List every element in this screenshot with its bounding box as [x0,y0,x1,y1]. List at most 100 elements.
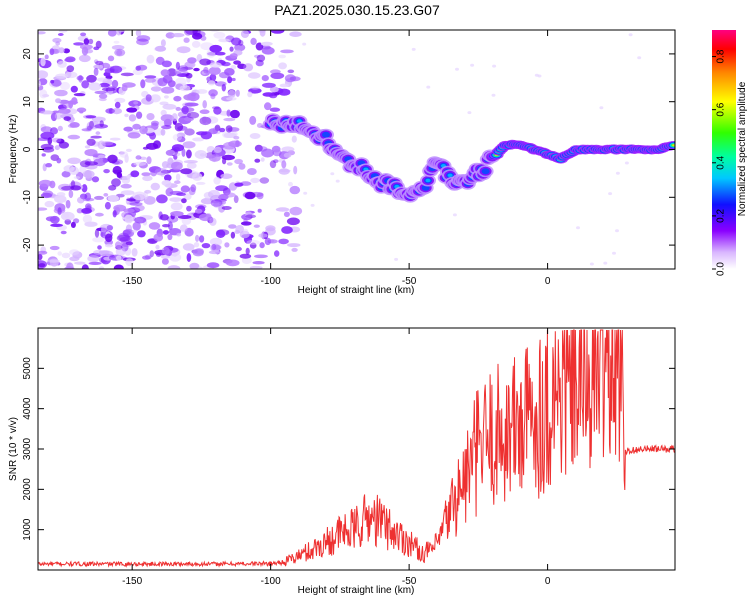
spectrogram-noise-blob [98,266,105,269]
spectrogram-x-axis-label: Height of straight line (km) [298,285,415,296]
spectrogram-noise-blob [199,116,212,126]
spectrogram-noise-blob [209,237,223,246]
spectrogram-noise-blob [224,242,230,248]
spectrogram-noise-blob [167,265,181,269]
spectrogram-noise-blob [82,214,93,224]
spectrogram-y-tick-label: -10 [22,190,33,205]
spectrogram-noise-blob [163,95,169,99]
spectrogram-noise-blob [41,153,46,157]
spectrogram-noise-blob [66,262,74,269]
snr-y-tick-label: 1000 [22,518,33,541]
spectrogram-noise-blob [172,152,181,157]
spectrogram-noise-blob [250,37,257,46]
colorbar-tick-label: 0.0 [716,262,727,276]
spectrogram-speck [335,179,340,183]
spectrogram-noise-blob [118,151,125,155]
spectrogram-noise-blob [92,237,105,243]
spectrogram-noise-blob [77,196,85,204]
spectrogram-noise-blob [171,113,178,122]
spectrogram-speck [637,56,642,60]
spectrogram-noise-blob [120,190,135,196]
spectrogram-noise-blob [211,243,217,251]
spectrogram-noise-blob [283,211,290,217]
spectrogram-noise-blob [170,211,184,217]
spectrogram-noise-blob [69,249,80,256]
spectrogram-noise-blob [114,101,121,109]
spectrogram-noise-blob [234,43,246,52]
spectrogram-noise-blob [98,82,110,88]
spectrogram-noise-blob [225,259,240,267]
spectrogram-noise-blob [107,195,120,202]
spectrogram-noise-blob [154,45,167,52]
spectrogram-noise-blob [215,185,229,192]
spectrogram-noise-blob [192,32,203,40]
spectrogram-noise-blob [55,98,62,104]
snr-x-tick-label: -150 [122,576,142,587]
spectrogram-noise-blob [163,181,172,188]
spectrogram-noise-blob [257,208,262,213]
spectrogram-noise-blob [131,248,138,257]
spectrogram-noise-blob [246,239,260,245]
spectrogram-noise-blob [207,80,216,86]
spectrogram-noise-blob [289,206,303,216]
spectrogram-noise-blob [183,37,190,43]
spectrogram-noise-blob [51,79,62,87]
spectrogram-noise-blob [83,38,90,46]
spectrogram-noise-blob [137,230,146,238]
spectrogram-noise-blob [129,202,143,206]
spectrogram-noise-blob [221,154,235,161]
spectrogram-speck [452,213,457,217]
spectrogram-noise-blob [249,242,257,249]
spectrogram-noise-blob [54,112,62,120]
spectrogram-noise-blob [269,86,279,93]
spectrogram-noise-blob [235,89,240,97]
spectrogram-noise-blob [54,89,68,97]
spectrogram-noise-blob [81,184,88,193]
spectrogram-noise-blob [269,107,281,112]
snr-y-tick-label: 3000 [22,437,33,460]
snr-x-tick-label: -50 [402,576,417,587]
spectrogram-speck [615,171,620,175]
spectrogram-noise-blob [132,229,138,233]
spectrogram-noise-blob [171,33,185,38]
spectrogram-noise-blob [224,68,235,76]
spectrogram-x-tick-label: -150 [122,276,142,287]
spectrogram-noise-blob [61,170,71,178]
spectrogram-noise-blob [176,192,186,196]
spectrogram-noise-blob [199,58,211,66]
spectrogram-speck [576,226,580,230]
colorbar-gradient [712,30,736,269]
spectrogram-noise-blob [133,161,147,166]
spectrogram-noise-blob [181,217,192,225]
spectrogram-noise-blob [93,67,99,76]
spectrogram-speck [534,73,539,77]
spectrogram-noise-blob [65,56,76,63]
spectrogram-noise-blob [196,89,208,94]
spectrogram-noise-blob [229,109,240,119]
spectrogram-noise-blob [186,149,192,159]
spectrogram-noise-blob [186,253,192,262]
spectrogram-y-tick-label: 10 [22,96,33,108]
spectrogram-noise-blob [213,201,222,209]
spectrogram-noise-blob [247,72,261,79]
spectrogram-noise-blob [230,131,238,137]
snr-x-tick-label: -100 [261,576,281,587]
spectrogram-noise-blob [79,44,93,50]
spectrogram-noise-blob [79,193,88,200]
spectrogram-noise-blob [134,204,145,212]
spectrogram-noise-blob [159,214,169,221]
spectrogram-noise-blob [167,68,177,77]
spectrogram-noise-blob [239,253,252,259]
spectrogram-noise-blob [38,70,49,79]
spectrogram-noise-blob [85,115,97,119]
spectrogram-noise-blob [49,215,60,224]
spectrogram-noise-blob [249,133,261,139]
spectrogram-noise-blob [209,217,217,226]
spectrogram-noise-blob [44,200,55,208]
spectrogram-noise-blob [210,93,216,100]
spectrogram-noise-blob [226,97,237,101]
spectrogram-noise-blob [122,229,131,236]
spectrogram-noise-blob [213,176,221,185]
